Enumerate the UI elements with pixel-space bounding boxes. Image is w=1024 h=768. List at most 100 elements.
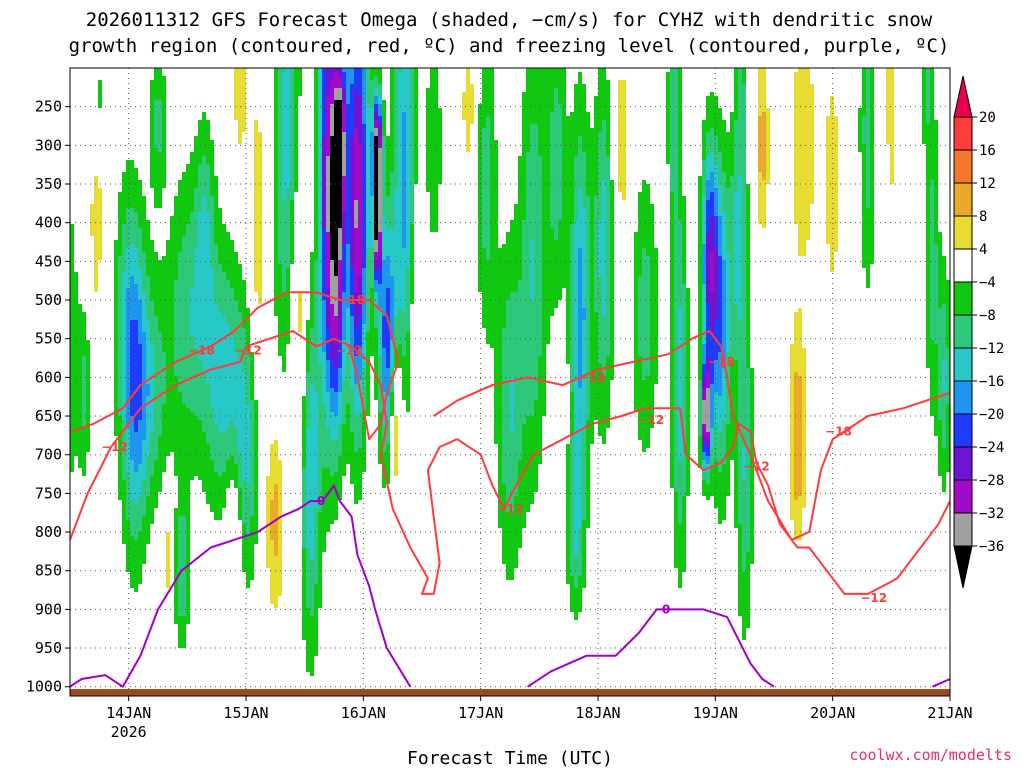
omega-cell	[706, 156, 710, 180]
omega-cell	[570, 392, 574, 436]
omega-cell	[214, 176, 218, 244]
omega-cell	[858, 108, 862, 152]
omega-cell	[346, 104, 350, 244]
omega-cell	[482, 68, 486, 128]
omega-cell	[310, 384, 314, 560]
omega-cell	[550, 112, 554, 228]
isotherm-minus18-line	[433, 330, 950, 541]
omega-cell	[602, 376, 606, 444]
omega-cell	[178, 252, 182, 392]
omega-cell	[282, 72, 286, 200]
omega-cell	[154, 68, 158, 100]
omega-cell	[354, 384, 358, 416]
omega-cell	[138, 344, 142, 420]
pressure-tick-label: 600	[35, 368, 62, 386]
colorbar-label: −8	[979, 308, 996, 324]
omega-cell	[206, 120, 210, 164]
omega-cell	[250, 352, 254, 400]
omega-cell	[714, 164, 718, 188]
omega-cell	[506, 512, 510, 580]
omega-cell	[222, 272, 226, 316]
omega-cell	[642, 248, 646, 380]
omega-cell	[762, 68, 766, 112]
omega-cell	[870, 68, 874, 264]
omega-cell	[386, 256, 390, 288]
omega-cell	[698, 436, 702, 468]
omega-cell	[242, 68, 246, 132]
pressure-tick-label: 650	[35, 407, 62, 425]
omega-cell	[722, 172, 726, 212]
omega-cell	[246, 308, 250, 352]
omega-cell	[726, 132, 730, 188]
omega-cell	[178, 616, 182, 648]
omega-cell	[742, 448, 746, 480]
omega-cell	[718, 432, 722, 472]
omega-cell	[346, 356, 350, 404]
omega-cell	[582, 152, 586, 208]
omega-cell	[222, 472, 226, 508]
omega-cell	[702, 436, 706, 444]
omega-cell	[142, 252, 146, 292]
omega-cell	[310, 616, 314, 676]
pressure-tick-label: 800	[35, 523, 62, 541]
omega-cell	[158, 436, 162, 492]
omega-cell	[302, 548, 306, 640]
omega-cell	[742, 68, 746, 84]
omega-shading	[70, 68, 950, 676]
omega-cell	[710, 192, 714, 216]
omega-cell	[514, 292, 518, 496]
omega-cell	[238, 452, 242, 488]
omega-cell	[714, 460, 718, 508]
omega-cell	[706, 232, 710, 304]
omega-cell	[174, 196, 178, 280]
isotherm-minus12-label: −12	[743, 459, 770, 473]
omega-cell	[130, 320, 134, 416]
omega-cell	[714, 136, 718, 164]
freezing-level-line	[70, 484, 412, 688]
omega-cell	[342, 104, 346, 132]
omega-cell	[370, 68, 374, 80]
omega-cell	[602, 68, 606, 120]
omega-cell	[350, 84, 354, 136]
omega-cell	[866, 68, 870, 208]
omega-cell	[138, 180, 142, 228]
omega-cell	[306, 428, 310, 548]
omega-cell	[134, 284, 138, 320]
omega-cell	[358, 380, 362, 412]
omega-cell	[938, 420, 942, 476]
omega-cell	[334, 68, 338, 72]
omega-cell	[510, 376, 514, 432]
omega-cell	[522, 92, 526, 220]
omega-cell	[130, 500, 134, 536]
omega-cell	[186, 164, 190, 224]
colorbar-segment	[953, 149, 973, 184]
omega-cell	[322, 136, 326, 228]
omega-cell	[206, 444, 210, 504]
omega-cell	[486, 260, 490, 344]
omega-cell	[722, 368, 726, 420]
omega-cell	[718, 152, 722, 184]
omega-cell	[178, 392, 182, 516]
omega-cell	[338, 100, 342, 228]
omega-cell	[706, 372, 710, 388]
omega-cell	[238, 488, 242, 520]
omega-cell	[802, 348, 806, 508]
omega-cell	[402, 248, 406, 312]
omega-cell	[326, 232, 330, 288]
omega-cell	[702, 424, 706, 436]
omega-cell	[174, 280, 178, 376]
chart-title-line-1: 2026011312 GFS Forecast Omega (shaded, −…	[86, 9, 933, 31]
omega-cell	[242, 280, 246, 328]
omega-cell	[334, 368, 338, 392]
omega-cell	[702, 364, 706, 376]
colorbar-segment	[953, 116, 973, 151]
omega-cell	[314, 392, 318, 508]
omega-cell	[574, 220, 578, 556]
omega-cell	[710, 468, 714, 496]
colorbar-label: −12	[979, 341, 1004, 357]
omega-cell	[158, 152, 162, 208]
omega-cell	[142, 196, 146, 252]
omega-cell	[162, 256, 166, 352]
omega-cell	[710, 448, 714, 468]
